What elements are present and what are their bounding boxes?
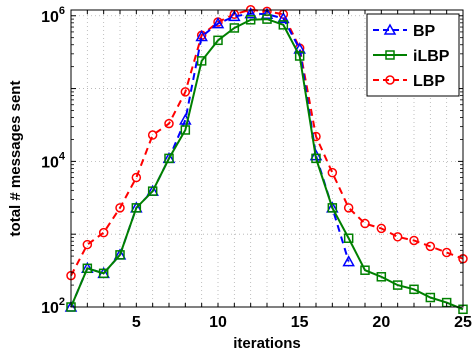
- data-point-lbp: [115, 203, 125, 213]
- data-point-bp: [277, 11, 290, 24]
- data-point-lbp: [409, 235, 419, 246]
- legend-entry-bp: BP: [373, 23, 436, 40]
- data-point-ilbp: [82, 263, 93, 274]
- data-point-ilbp: [131, 203, 142, 213]
- legend-label-ilbp: iLBP: [413, 48, 450, 65]
- x-tick-label: 10: [209, 314, 227, 331]
- data-point-lbp: [343, 203, 354, 213]
- legend-marker-lbp: [385, 75, 395, 85]
- data-point-lbp: [425, 241, 436, 252]
- data-point-ilbp: [294, 51, 305, 61]
- data-point-ilbp: [213, 35, 223, 46]
- data-point-ilbp: [196, 56, 207, 66]
- data-point-ilbp: [245, 15, 256, 25]
- data-point-lbp: [360, 218, 370, 229]
- series-ilbp: [66, 14, 468, 315]
- data-point-lbp: [180, 87, 191, 97]
- y-tick-label: 106: [41, 5, 65, 26]
- data-point-ilbp: [180, 125, 191, 135]
- x-tick-label: 20: [372, 314, 390, 331]
- data-point-lbp: [327, 167, 338, 178]
- data-point-lbp: [441, 247, 452, 258]
- x-tick-label: 15: [291, 314, 309, 331]
- data-point-lbp: [164, 118, 174, 129]
- ticks: 5 10 15 20 25 102 104 106: [41, 5, 472, 331]
- data-point-ilbp: [115, 250, 125, 260]
- legend-marker-ilbp: [385, 50, 395, 60]
- data-point-bp: [293, 42, 306, 54]
- x-tick-label: 5: [132, 314, 141, 331]
- legend-entry-ilbp: iLBP: [373, 48, 450, 65]
- legend-label-lbp: LBP: [413, 73, 445, 90]
- data-point-ilbp: [278, 20, 289, 30]
- y-tick-label: 102: [41, 296, 65, 317]
- data-point-ilbp: [425, 292, 436, 303]
- data-point-ilbp: [164, 153, 174, 164]
- legend: BP iLBP LBP: [366, 13, 460, 97]
- data-point-ilbp: [262, 14, 272, 24]
- data-point-lbp: [82, 239, 93, 250]
- data-point-ilbp: [229, 23, 240, 33]
- data-point-bp: [244, 7, 257, 19]
- data-point-ilbp: [327, 203, 338, 213]
- data-point-lbp: [147, 130, 158, 140]
- data-point-ilbp: [98, 268, 109, 279]
- data-point-bp: [195, 29, 208, 42]
- data-point-ilbp: [343, 233, 354, 243]
- data-point-bp: [211, 17, 225, 29]
- x-axis-label: iterations: [233, 335, 301, 352]
- data-point-lbp: [131, 172, 142, 183]
- series-line-ilbp: [70, 18, 464, 311]
- data-point-ilbp: [376, 272, 387, 282]
- data-point-ilbp: [360, 265, 370, 275]
- legend-entry-lbp: LBP: [373, 73, 445, 90]
- data-point-ilbp: [409, 284, 419, 295]
- data-point-lbp: [98, 227, 109, 238]
- y-tick-label: 104: [41, 150, 66, 171]
- data-point-ilbp: [392, 280, 403, 290]
- legend-label-bp: BP: [413, 23, 436, 40]
- data-point-ilbp: [311, 153, 321, 164]
- data-point-bp: [342, 255, 355, 267]
- y-axis-label: total # messages sent: [7, 81, 24, 237]
- x-tick-label: 25: [454, 314, 472, 331]
- data-point-lbp: [392, 232, 403, 242]
- data-point-lbp: [376, 223, 387, 234]
- data-point-ilbp: [147, 186, 158, 196]
- data-point-bp: [228, 9, 241, 22]
- legend-marker-bp: [383, 23, 397, 35]
